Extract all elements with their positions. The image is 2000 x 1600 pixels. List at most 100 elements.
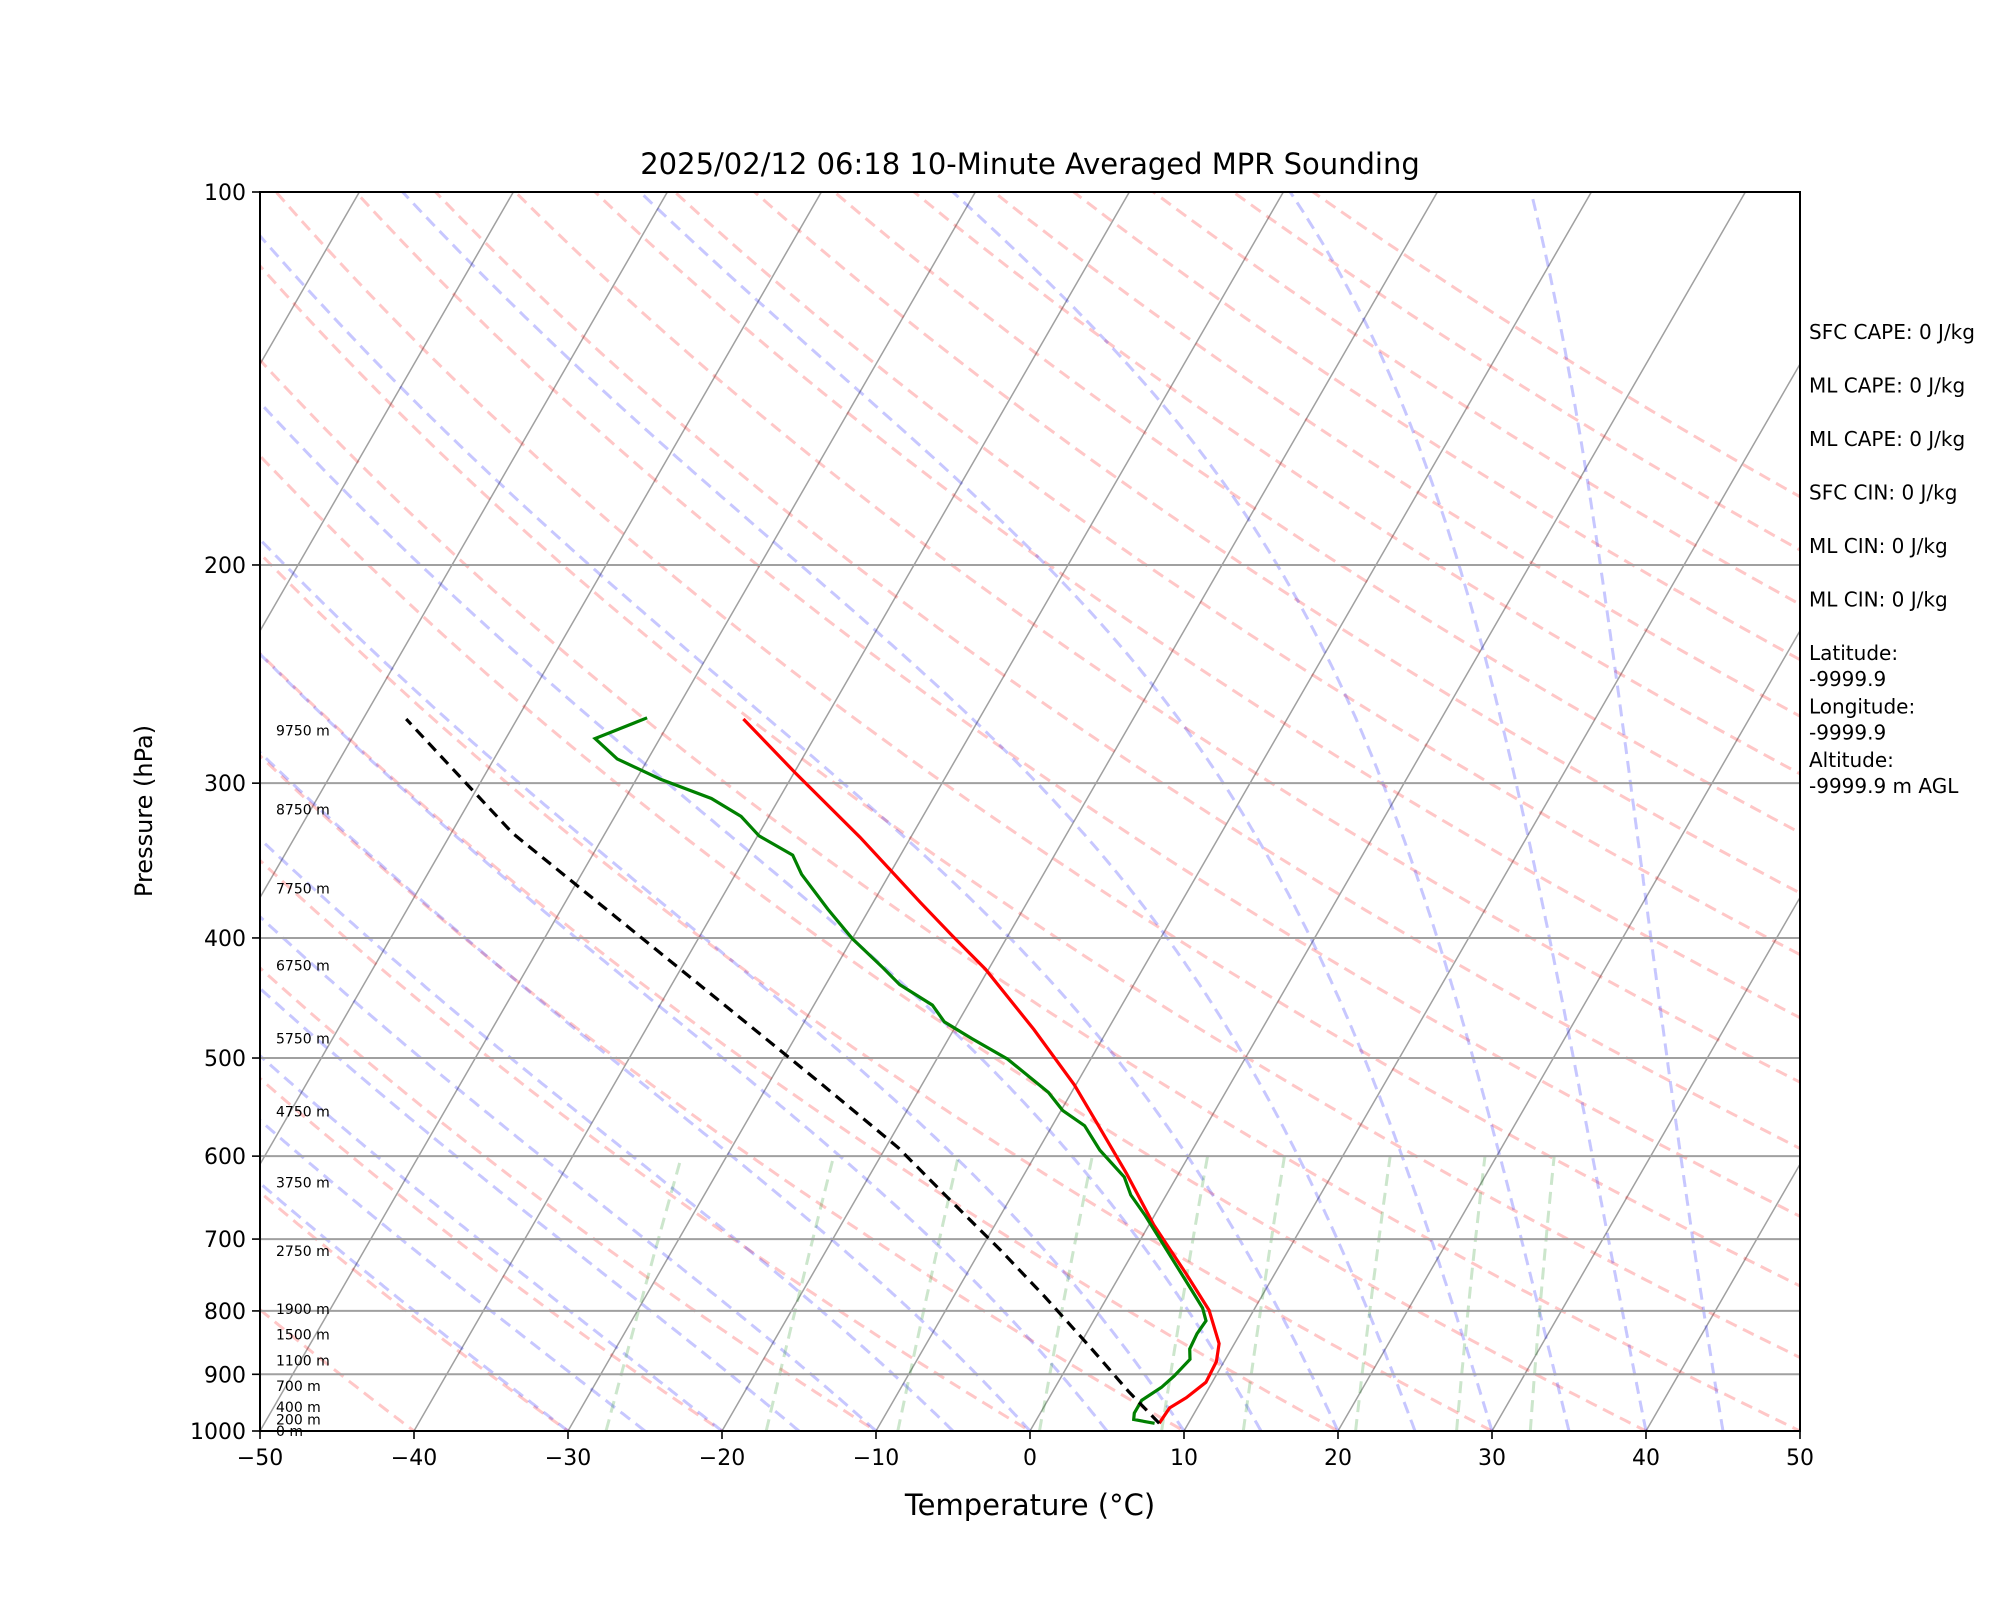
y-tick-label: 1000 bbox=[190, 1420, 246, 1445]
x-tick-label: −20 bbox=[699, 1446, 745, 1471]
isotherm-line bbox=[1645, 1162, 1800, 1431]
mixing-ratio-line bbox=[1160, 1155, 1210, 1431]
moist-adiabat-line bbox=[260, 750, 1032, 1431]
isotherm-line bbox=[1337, 629, 1800, 1431]
moist-adiabat-line bbox=[260, 1181, 569, 1431]
height-label: 4750 m bbox=[276, 1104, 330, 1120]
height-label: 8750 m bbox=[276, 802, 330, 818]
isotherm-line bbox=[875, 192, 1593, 1431]
isotherm-line bbox=[1029, 192, 1747, 1431]
dry-adiabat-line bbox=[274, 192, 1800, 1288]
isotherm-line bbox=[1491, 896, 1800, 1431]
y-tick-label: 500 bbox=[204, 1047, 246, 1072]
dry-adiabat-line bbox=[260, 753, 1188, 1431]
x-tick-label: −50 bbox=[237, 1446, 283, 1471]
moist-adiabat-line bbox=[1529, 192, 1725, 1431]
y-tick-label: 900 bbox=[204, 1363, 246, 1388]
info-panel-line: Longitude: bbox=[1809, 695, 1915, 719]
dry-adiabat-line bbox=[433, 192, 1800, 1151]
dry-adiabat-line bbox=[592, 192, 1800, 1020]
height-labels: 9750 m 8750 m 7750 m 6750 m 5750 m 4750 m 3750… bbox=[276, 723, 330, 1440]
moist-adiabat-line bbox=[260, 1118, 646, 1431]
info-panel-line: -9999.9 bbox=[1809, 667, 1886, 691]
dry-adiabat-line bbox=[260, 1076, 725, 1431]
moist-adiabat-line bbox=[1288, 192, 1648, 1431]
dry-adiabat-line bbox=[911, 192, 1800, 776]
temperature-line bbox=[742, 717, 1221, 1425]
mixing-ratio-line bbox=[764, 1155, 836, 1431]
height-label: 1100 m bbox=[276, 1353, 330, 1369]
x-tick-label: 40 bbox=[1632, 1446, 1660, 1471]
dry-adiabat-line bbox=[672, 192, 1800, 957]
info-panel-line: Latitude: bbox=[1809, 641, 1898, 665]
moist-adiabat-line bbox=[260, 400, 1263, 1431]
dry-adiabat-line bbox=[752, 192, 1800, 895]
height-label: 7750 m bbox=[276, 882, 330, 898]
isotherm-line bbox=[1183, 362, 1800, 1431]
dry-adiabat-line bbox=[260, 651, 1342, 1431]
parcel-profile-line bbox=[405, 717, 1161, 1425]
moist-adiabat-line bbox=[260, 233, 1340, 1431]
dry-adiabat-line bbox=[1150, 192, 1800, 607]
moist-adiabat-line bbox=[951, 192, 1571, 1431]
y-tick-label: 800 bbox=[204, 1300, 246, 1325]
height-label: 3750 m bbox=[276, 1175, 330, 1191]
info-panel-line: -9999.9 bbox=[1809, 721, 1886, 745]
x-tick-label: 20 bbox=[1324, 1446, 1352, 1471]
dry-adiabat-line bbox=[260, 357, 1800, 1431]
height-label: 400 m bbox=[276, 1400, 321, 1416]
moist-adiabat-line bbox=[260, 914, 878, 1431]
mixing-ratio-line bbox=[1038, 1155, 1094, 1431]
info-panel-line: ML CAPE: 0 J/kg bbox=[1809, 374, 1965, 398]
dry-adiabat-line bbox=[1071, 192, 1800, 662]
y-tick-label: 600 bbox=[204, 1145, 246, 1170]
dry-adiabat-line bbox=[353, 192, 1800, 1218]
moist-adiabat-line bbox=[260, 836, 955, 1431]
dewpoint-line bbox=[592, 716, 1208, 1425]
height-label: 700 m bbox=[276, 1379, 321, 1395]
dry-adiabat-line bbox=[260, 965, 879, 1431]
isotherm-line bbox=[260, 192, 669, 900]
info-panel-line: Altitude: bbox=[1809, 748, 1894, 772]
x-tick-label: 10 bbox=[1170, 1446, 1198, 1471]
isotherm-line bbox=[1799, 1429, 1800, 1431]
height-label: 2750 m bbox=[276, 1244, 330, 1260]
moist-adiabat-line bbox=[260, 1053, 723, 1431]
dry-adiabat-line bbox=[513, 192, 1800, 1084]
height-label: 5750 m bbox=[276, 1031, 330, 1047]
x-tick-label: −30 bbox=[545, 1446, 591, 1471]
info-panel-line: ML CAPE: 0 J/kg bbox=[1809, 427, 1965, 451]
y-tick-label: 400 bbox=[204, 927, 246, 952]
isotherm-line bbox=[567, 192, 1285, 1431]
y-tick-label: 300 bbox=[204, 772, 246, 797]
y-tick-label: 200 bbox=[204, 554, 246, 579]
info-panel: SFC CAPE: 0 J/kg ML CAPE: 0 J/kg ML CAPE: … bbox=[1809, 320, 1975, 798]
isotherm-line bbox=[0, 164, 221, 1457]
moist-adiabat-line bbox=[401, 192, 1417, 1431]
isotherm-line bbox=[0, 164, 67, 1457]
height-label: 1500 m bbox=[276, 1328, 330, 1344]
y-tick-label: 100 bbox=[204, 181, 246, 206]
info-panel-line: ML CIN: 0 J/kg bbox=[1809, 534, 1948, 558]
x-tick-label: 30 bbox=[1478, 1446, 1506, 1471]
y-tick-label: 700 bbox=[204, 1228, 246, 1253]
dry-adiabat-line bbox=[260, 858, 1033, 1431]
moist-adiabat-line bbox=[260, 537, 1186, 1431]
dry-adiabat-line bbox=[260, 263, 1800, 1360]
chart-title: 2025/02/12 06:18 10-Minute Averaged MPR … bbox=[640, 147, 1420, 181]
info-panel-line: ML CIN: 0 J/kg bbox=[1809, 588, 1948, 612]
dry-adiabat-line bbox=[260, 551, 1496, 1431]
pressure-gridlines bbox=[260, 192, 1800, 1431]
moist-adiabat-line bbox=[260, 651, 1109, 1431]
x-tick-label: 0 bbox=[1023, 1446, 1037, 1471]
info-panel-line: -9999.9 m AGL bbox=[1809, 774, 1959, 798]
isotherm-line bbox=[413, 192, 1131, 1431]
dry-adiabat-line bbox=[260, 1307, 417, 1431]
info-panel-line: SFC CIN: 0 J/kg bbox=[1809, 481, 1957, 505]
x-tick-label: 50 bbox=[1786, 1446, 1814, 1471]
y-axis-label: Pressure (hPa) bbox=[130, 725, 158, 897]
height-label: 9750 m bbox=[276, 723, 330, 739]
x-tick-label: −40 bbox=[391, 1446, 437, 1471]
